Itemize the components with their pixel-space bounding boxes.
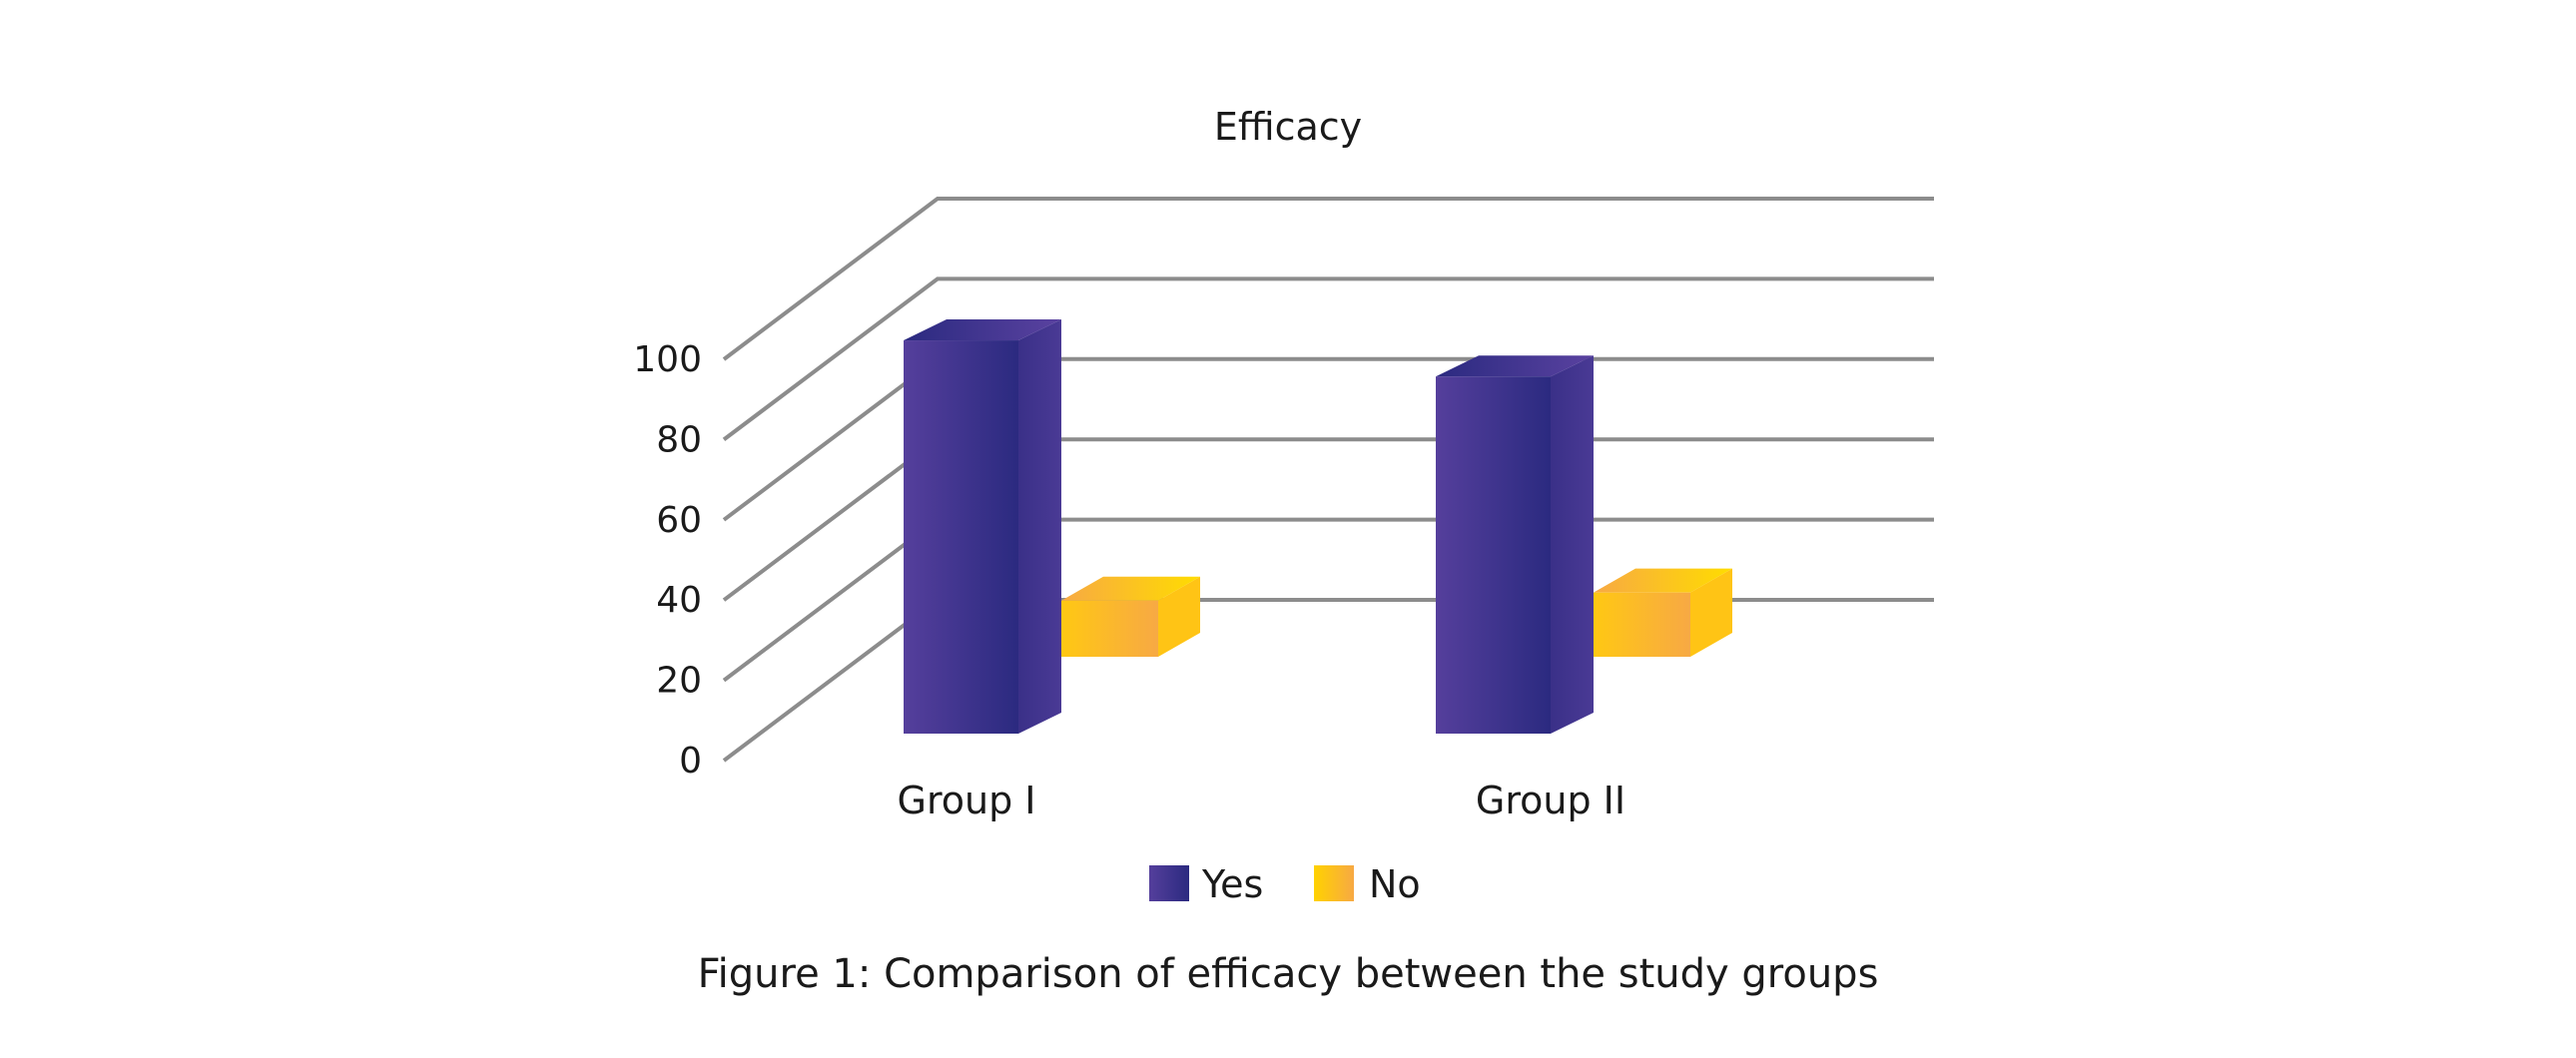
bar-side-face (1690, 568, 1732, 657)
bars (904, 319, 1732, 734)
gridline (722, 197, 1934, 361)
bar-top-face (1061, 576, 1200, 601)
legend-label-yes: Yes (1201, 862, 1263, 906)
bar-top-face (1594, 568, 1732, 593)
bar-side-face (1551, 355, 1594, 734)
category-label: Group II (1476, 779, 1625, 822)
bar-front-face (1061, 600, 1158, 657)
y-axis-ticks: 0 20 40 60 80 100 (633, 339, 702, 782)
bar-no-group-ii (1594, 568, 1732, 657)
y-tick-label: 20 (656, 661, 702, 702)
bar-yes-group-ii (1436, 355, 1594, 734)
y-tick-label: 100 (633, 339, 702, 380)
legend-swatch-yes (1149, 865, 1189, 901)
y-tick-label: 60 (656, 500, 702, 541)
bar-front-face (904, 340, 1018, 734)
category-label: Group I (898, 779, 1036, 822)
legend-label-no: No (1369, 862, 1421, 906)
y-tick-label: 0 (679, 741, 702, 782)
bar-side-face (1018, 319, 1061, 734)
bar-no-group-i (1061, 576, 1200, 657)
gridline (722, 276, 1934, 441)
legend-swatch-no (1314, 865, 1354, 901)
bar-side-face (1158, 576, 1200, 657)
figure-caption: Figure 1: Comparison of efficacy between… (698, 951, 1879, 997)
bar-top-face (904, 319, 1061, 341)
legend: Yes No (1149, 862, 1421, 906)
bar-yes-group-i (904, 319, 1061, 734)
chart-title: Efficacy (1214, 105, 1362, 149)
y-tick-label: 40 (656, 580, 702, 621)
bar-front-face (1436, 376, 1551, 734)
bar-front-face (1594, 592, 1690, 657)
bar-top-face (1436, 355, 1594, 377)
y-tick-label: 80 (656, 419, 702, 460)
x-axis-categories: Group I Group II (898, 779, 1626, 822)
